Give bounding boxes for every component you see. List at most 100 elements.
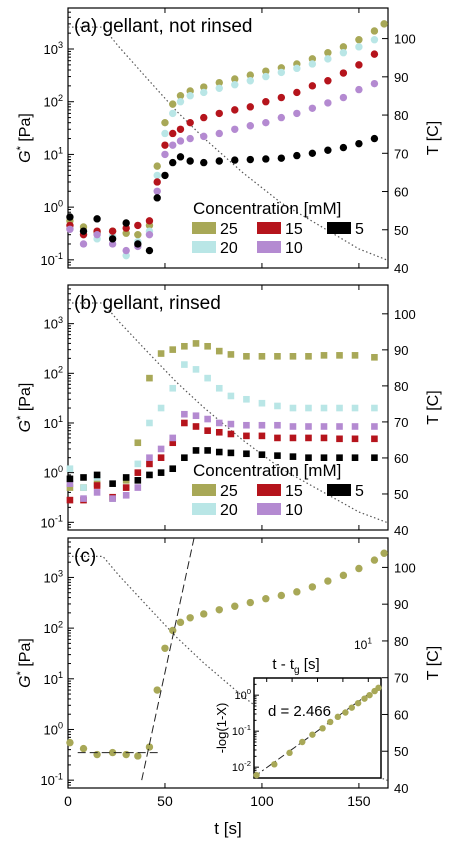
data-point <box>80 484 87 491</box>
data-point <box>79 744 88 753</box>
data-point <box>204 447 211 454</box>
data-point <box>274 353 281 360</box>
y-right-tick-label: 60 <box>394 185 408 200</box>
inset-data-point <box>309 731 316 738</box>
y-axis-label: G* [Pa] <box>15 383 34 433</box>
data-point <box>262 72 270 81</box>
data-point <box>243 421 250 429</box>
legend-swatch-25 <box>192 222 216 234</box>
legend-label-10: 10 <box>285 240 303 257</box>
inset-data-point <box>366 691 373 699</box>
data-point <box>370 134 379 143</box>
inset-data-point <box>342 709 349 716</box>
data-point <box>108 235 117 243</box>
data-point <box>161 150 169 159</box>
data-point <box>355 43 363 51</box>
y-right-tick-label: 60 <box>394 451 408 466</box>
data-point <box>355 564 363 573</box>
y-right-tick-label: 50 <box>394 223 408 238</box>
data-point <box>308 583 317 591</box>
data-point <box>351 454 359 461</box>
data-point <box>339 43 348 51</box>
panel-3: 0 50 100 150 10-1 100 101 102 103 40 50 60 70 80 90 100… <box>15 537 442 809</box>
data-point <box>161 141 169 149</box>
data-point <box>305 434 312 442</box>
data-point <box>200 113 208 122</box>
data-point <box>231 156 239 164</box>
data-point <box>308 55 317 63</box>
inset-y-axis-label: -log(1-X) <box>214 703 229 754</box>
data-point <box>308 60 317 68</box>
data-point <box>157 454 165 461</box>
x-tick-label: 150 <box>347 793 371 809</box>
inset-data-point <box>375 684 382 692</box>
y-right-tick-label: 80 <box>394 634 408 649</box>
data-point <box>122 219 130 227</box>
data-point <box>200 88 208 97</box>
data-point <box>204 427 211 434</box>
data-point <box>93 215 101 223</box>
data-point <box>308 149 317 158</box>
data-point <box>277 591 286 600</box>
data-point <box>355 36 363 44</box>
data-point <box>157 469 165 476</box>
data-point <box>289 353 297 360</box>
data-point <box>231 81 239 89</box>
data-point <box>370 79 379 88</box>
data-point <box>134 240 142 248</box>
data-point <box>277 68 286 77</box>
legend-title: Concentration [mM] <box>193 461 341 480</box>
y-right-tick-label: 90 <box>394 597 408 612</box>
data-point <box>215 157 223 165</box>
data-point <box>181 342 188 350</box>
inset-data-point <box>354 699 362 707</box>
data-point <box>231 602 239 610</box>
inset-data-point <box>299 738 306 746</box>
data-point <box>262 118 270 127</box>
data-point <box>258 399 266 407</box>
data-point <box>93 230 101 239</box>
data-point <box>320 404 328 412</box>
data-point <box>145 230 154 239</box>
data-point <box>122 491 130 499</box>
data-point <box>370 36 379 44</box>
legend-swatch-10 <box>257 241 281 253</box>
y-right-tick-label: 40 <box>394 261 408 276</box>
data-point <box>215 109 223 118</box>
series-5mM <box>66 447 378 487</box>
data-point <box>93 482 101 489</box>
data-point <box>153 178 161 186</box>
data-point <box>246 77 255 85</box>
data-point <box>231 75 239 83</box>
data-point <box>336 454 343 461</box>
data-point <box>351 352 359 359</box>
data-point <box>157 445 165 453</box>
legend-label-20: 20 <box>220 240 238 257</box>
data-point <box>80 474 87 481</box>
data-point <box>204 374 211 382</box>
growth-fit-line <box>141 537 195 781</box>
data-point <box>293 588 301 596</box>
data-point <box>186 614 194 622</box>
data-point <box>231 106 239 114</box>
data-point <box>243 450 250 458</box>
data-point <box>324 99 332 107</box>
data-point <box>293 151 301 160</box>
panel-title: (a) gellant, not rinsed <box>74 16 253 37</box>
data-point <box>108 240 117 248</box>
data-point <box>355 61 363 69</box>
data-point <box>176 618 185 627</box>
y-right-axis-label: T [C] <box>425 646 442 680</box>
inset-series <box>253 684 382 779</box>
data-point <box>215 428 223 436</box>
data-point <box>351 423 359 430</box>
data-point <box>122 251 130 260</box>
legend-label-5: 5 <box>355 221 364 238</box>
data-point <box>305 423 312 430</box>
data-point <box>122 484 130 491</box>
y-tick-label: 102 <box>43 93 63 110</box>
data-point <box>181 361 188 368</box>
data-point <box>371 404 378 412</box>
data-point <box>169 626 177 635</box>
